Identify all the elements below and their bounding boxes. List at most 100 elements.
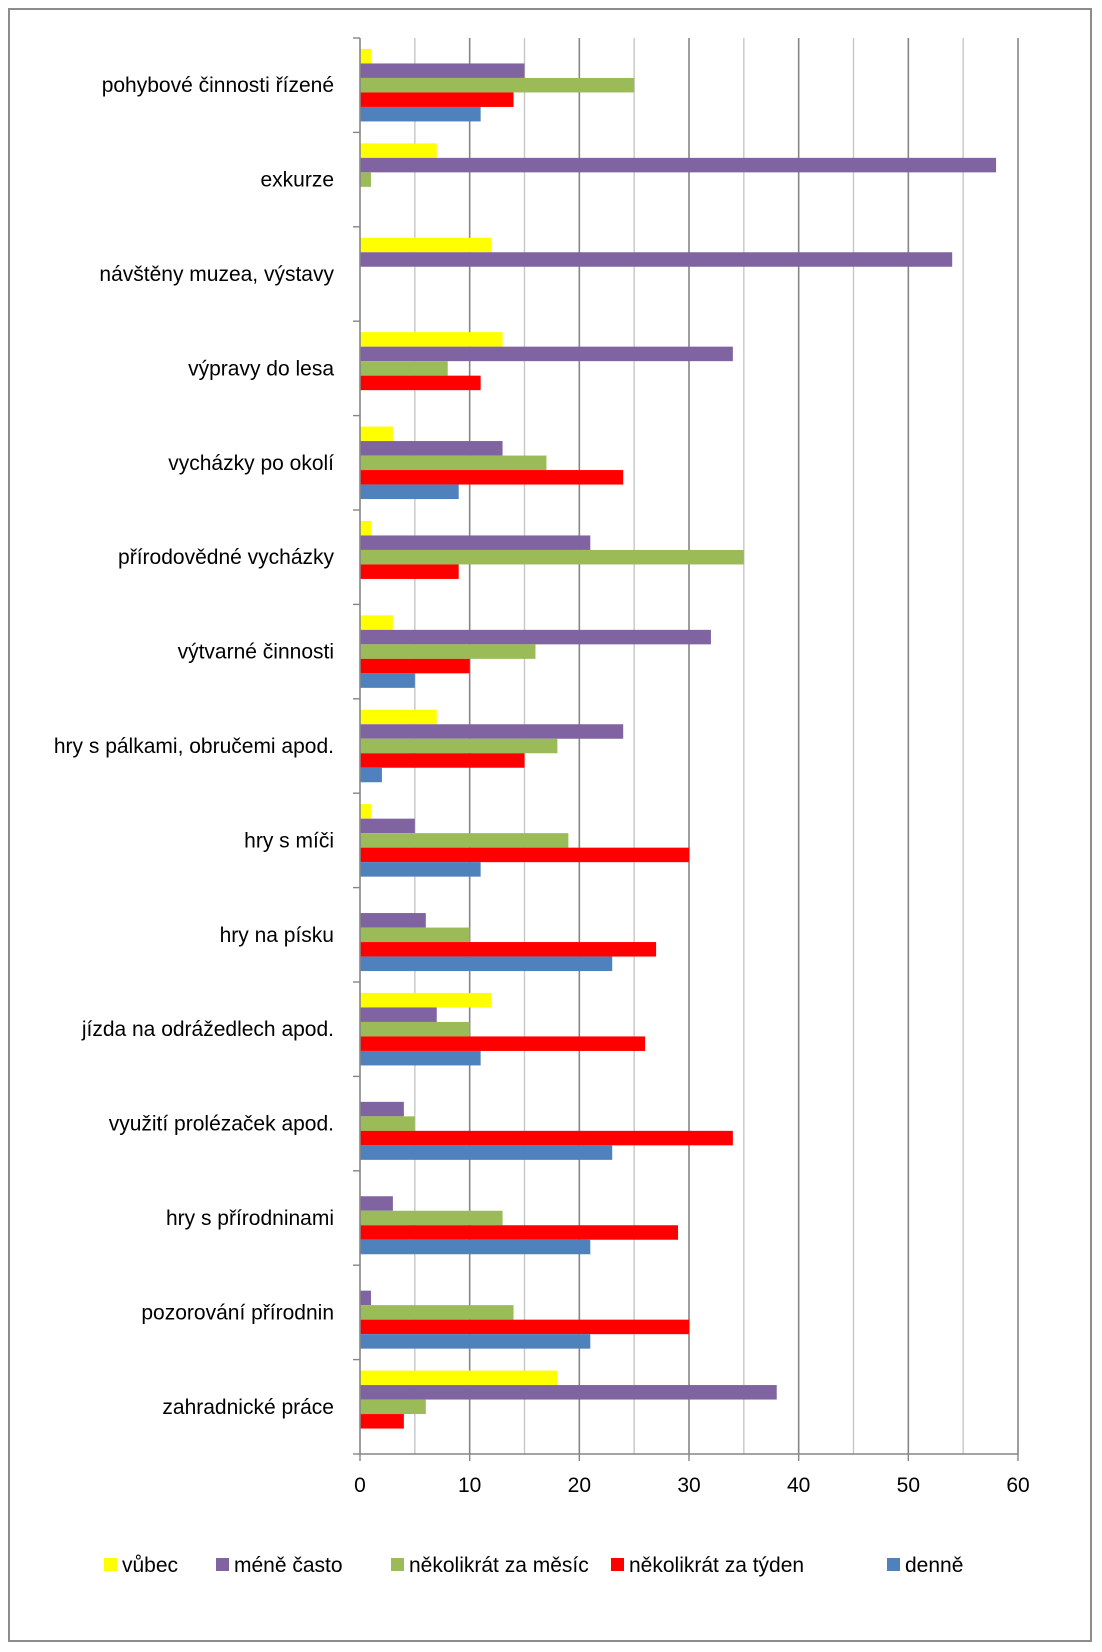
bar-8-2 [360,833,569,848]
legend: vůbec méně často několikrát za měsíc několi… [104,1554,963,1577]
bar-12-3 [360,1225,679,1240]
bar-14-1 [360,1385,777,1400]
legend-swatch-1 [216,1558,229,1571]
bar-8-1 [360,818,415,834]
legend-label-4: denně [905,1554,963,1577]
bar-6-0 [360,615,393,630]
bar-4-1 [360,441,503,456]
bar-7-2 [360,738,558,754]
bar-3-3 [360,375,481,391]
bar-9-3 [360,942,657,957]
bar-5-1 [360,535,591,550]
legend-swatch-4 [887,1558,900,1571]
bar-7-1 [360,724,624,739]
bar-12-1 [360,1196,393,1211]
bar-7-0 [360,709,437,725]
bar-8-3 [360,847,689,863]
legend-label-3: několikrát za týden [629,1554,804,1577]
bar-14-0 [360,1370,558,1386]
bar-13-1 [360,1290,371,1306]
x-tick-label: 50 [897,1474,920,1497]
legend-swatch-2 [391,1558,404,1571]
legend-swatch-3 [611,1558,624,1571]
category-label: výtvarné činnosti [178,641,334,664]
axes [353,37,1019,1461]
category-labels: pohybové činnosti řízené exkurze návštěny … [54,74,335,1419]
bar-6-4 [360,673,415,688]
legend-label-0: vůbec [122,1554,178,1577]
bar-9-1 [360,913,426,928]
x-tick-label: 20 [568,1474,591,1497]
bar-7-3 [360,753,525,768]
bar-11-4 [360,1145,613,1160]
bar-13-4 [360,1334,591,1349]
bar-4-4 [360,484,459,500]
bar-1-0 [360,143,437,158]
bar-9-2 [360,927,470,943]
bar-10-0 [360,992,492,1008]
category-label: výpravy do lesa [188,357,334,380]
bar-0-4 [360,106,481,122]
bar-5-3 [360,564,459,579]
category-label: přírodovědné vycházky [118,546,334,569]
bar-7-4 [360,767,382,783]
bar-6-2 [360,644,536,659]
category-label: využití prolézaček apod. [109,1113,334,1136]
bar-11-2 [360,1116,415,1131]
bar-0-3 [360,92,514,107]
bar-1-1 [360,157,997,173]
bar-10-1 [360,1007,437,1022]
category-label: pohybové činnosti řízené [102,74,334,97]
bar-6-1 [360,629,711,645]
category-label: zahradnické práce [162,1396,334,1419]
bar-8-4 [360,862,481,877]
category-label: pozorování přírodnin [141,1301,334,1324]
bar-2-0 [360,237,492,253]
bar-3-2 [360,361,448,376]
bar-1-2 [360,172,371,187]
bar-12-2 [360,1210,503,1226]
bar-0-2 [360,77,635,93]
bar-12-4 [360,1239,591,1255]
x-tick-labels: 0 10 20 30 40 50 60 [354,1474,1030,1497]
bar-0-0 [360,48,371,64]
category-label: návštěny muzea, výstavy [99,263,334,286]
category-label: exkurze [260,169,334,192]
category-label: vycházky po okolí [168,452,334,475]
bar-10-3 [360,1036,646,1051]
bar-13-2 [360,1305,514,1320]
bar-14-2 [360,1399,426,1415]
legend-swatch-0 [104,1558,117,1571]
bar-13-3 [360,1319,689,1335]
bar-14-3 [360,1414,404,1429]
bar-4-0 [360,426,393,442]
bar-4-2 [360,455,547,471]
bars [360,48,997,1429]
category-label: jízda na odrážedlech apod. [81,1018,334,1041]
legend-label-2: několikrát za měsíc [409,1554,589,1577]
bar-4-3 [360,470,624,485]
x-tick-label: 40 [787,1474,810,1497]
bar-2-1 [360,252,953,267]
bar-5-0 [360,520,371,536]
bar-0-1 [360,63,525,78]
bar-10-4 [360,1050,481,1066]
bar-6-3 [360,658,470,674]
bar-9-4 [360,956,613,972]
x-tick-label: 60 [1006,1474,1029,1497]
bar-10-2 [360,1021,470,1037]
bar-3-0 [360,332,503,347]
bar-5-2 [360,549,744,565]
chart-frame [8,8,1092,1642]
bar-3-1 [360,346,733,362]
bar-11-3 [360,1130,733,1146]
x-tick-label: 10 [458,1474,481,1497]
category-label: hry na písku [220,924,334,947]
category-label: hry s pálkami, obručemi apod. [54,735,334,758]
x-tick-label: 30 [677,1474,700,1497]
x-tick-label: 0 [354,1474,366,1497]
category-label: hry s míči [244,829,334,852]
category-label: hry s přírodninami [166,1207,334,1230]
bar-11-1 [360,1101,404,1117]
